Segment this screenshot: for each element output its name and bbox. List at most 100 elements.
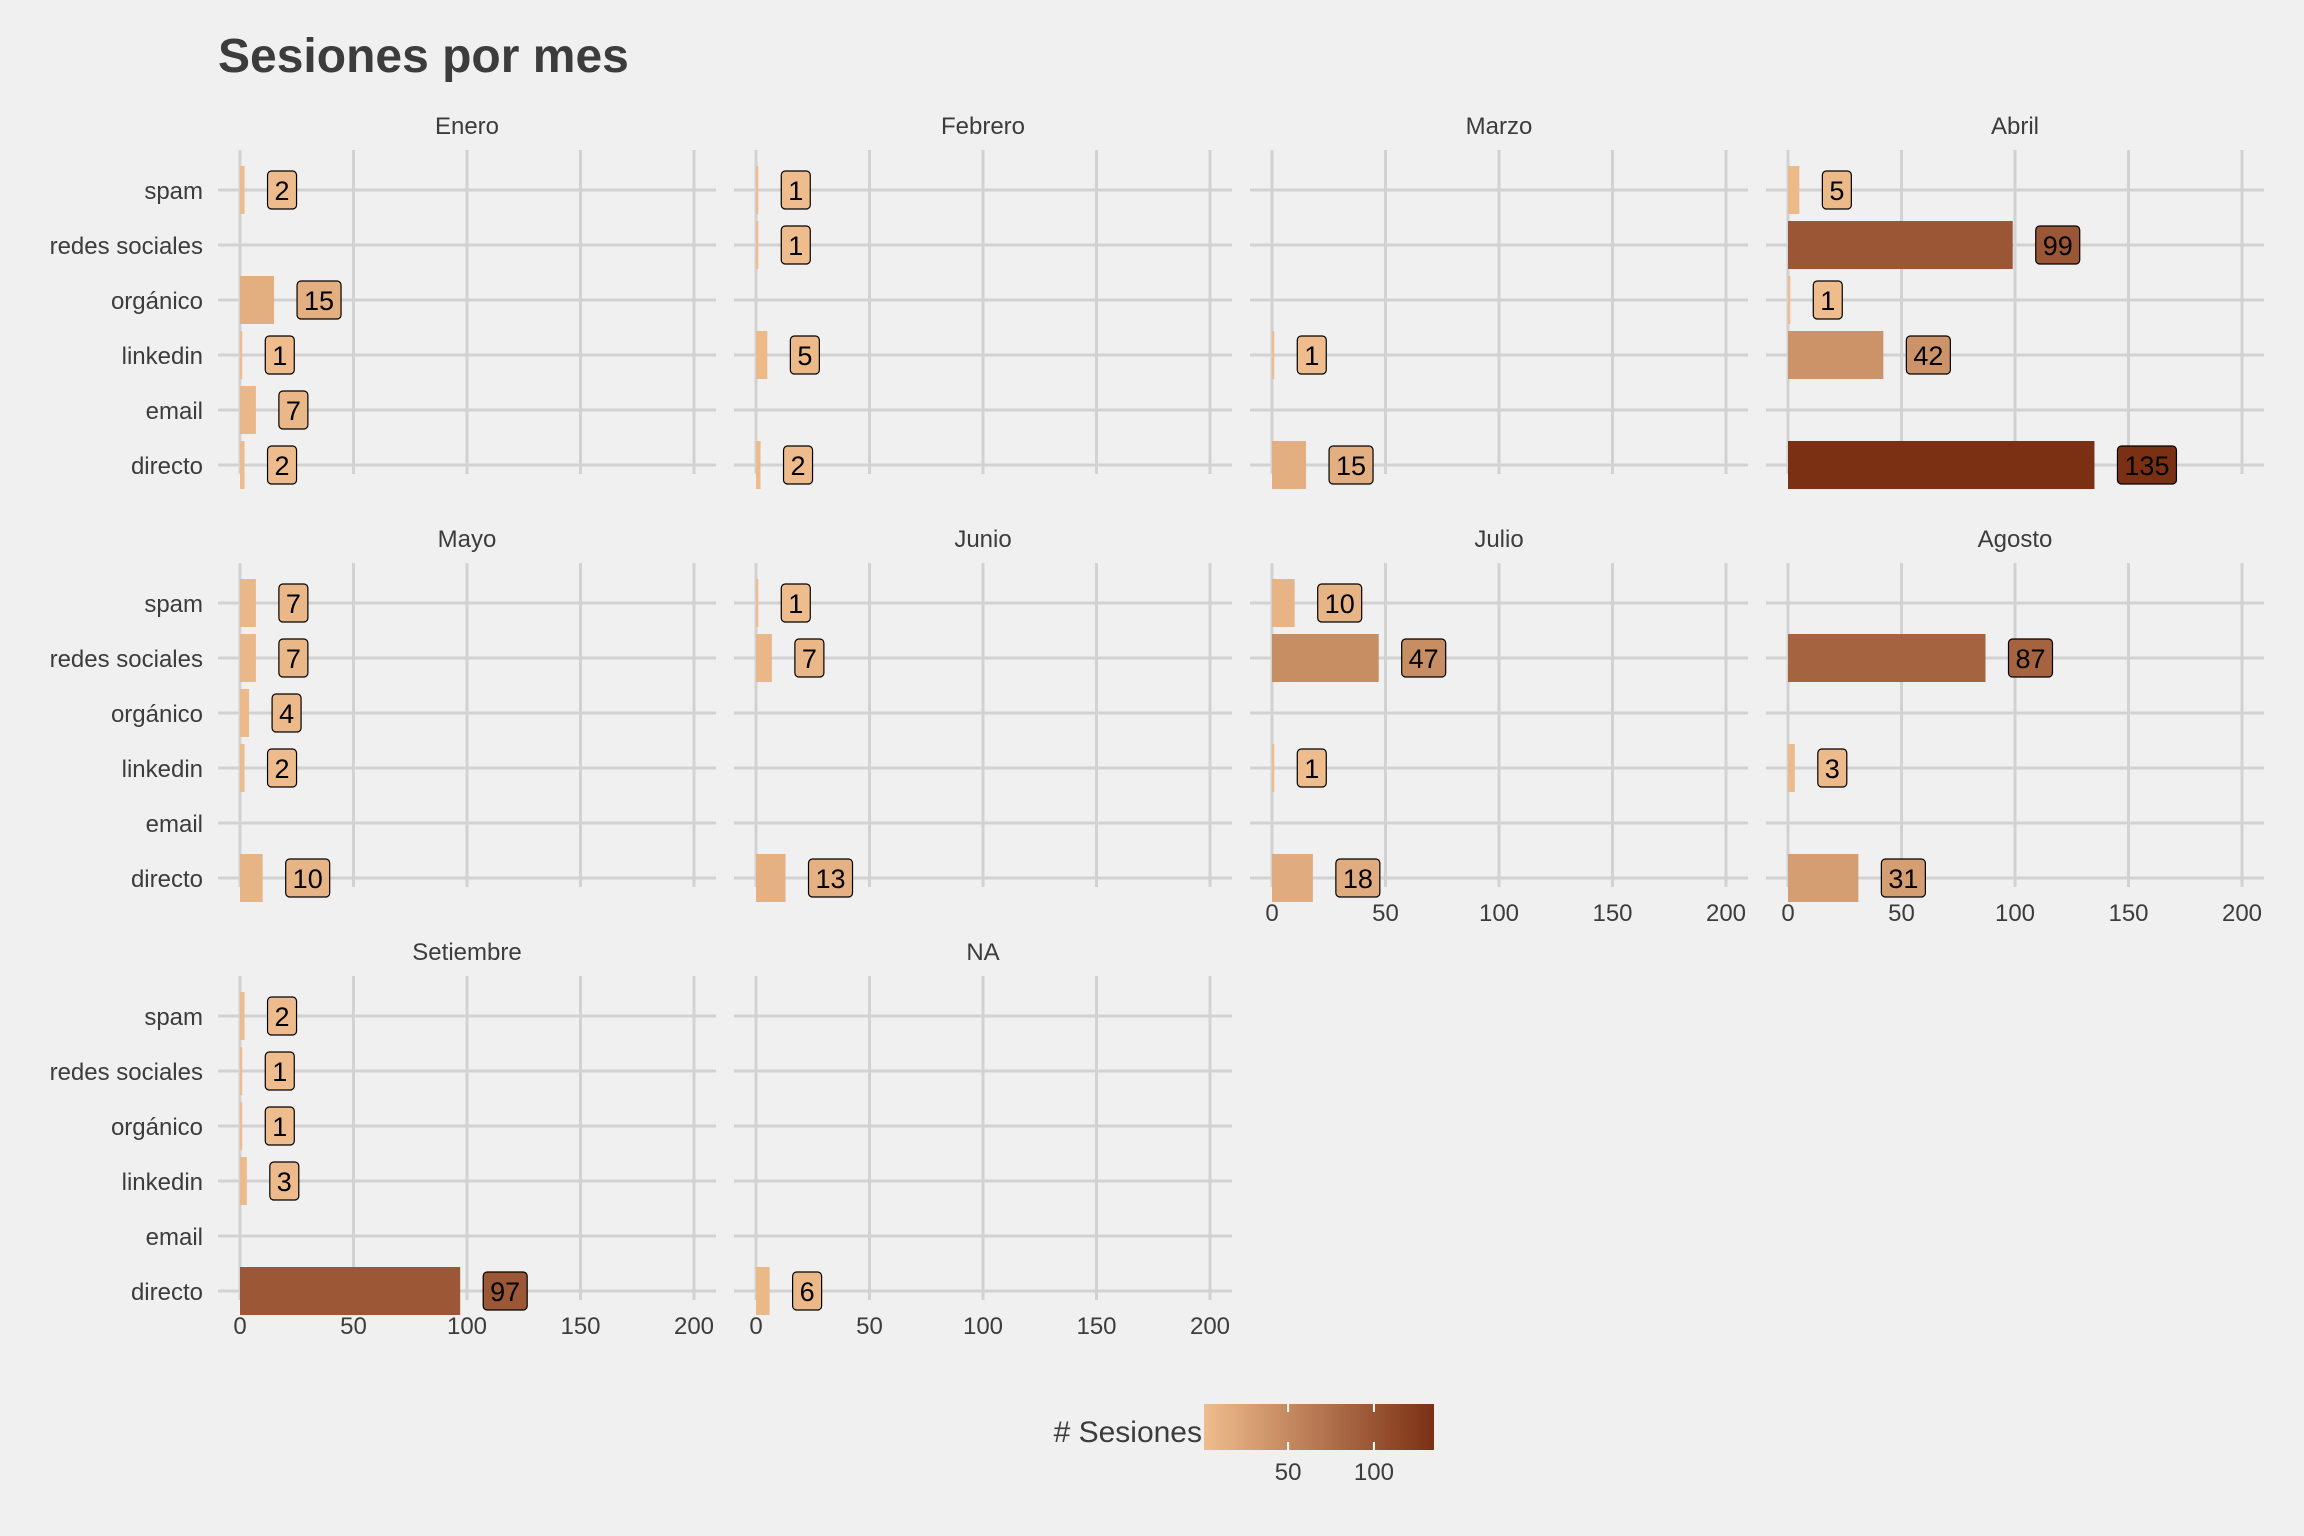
color-legend: # Sesiones 50 100: [1054, 1404, 1434, 1486]
data-label-box: [1296, 335, 1327, 375]
category-tick-label: spam: [144, 1004, 203, 1031]
bar-linkedin: [1272, 331, 1275, 379]
facet-strip-label: Marzo: [1466, 113, 1533, 140]
data-label-box: [1401, 638, 1447, 678]
data-label: 15: [304, 286, 334, 316]
x-tick-label: 200: [2222, 900, 2262, 927]
data-label: 4: [279, 699, 294, 729]
bar-spam: [1272, 579, 1295, 627]
x-tick-label: 50: [340, 1313, 367, 1340]
legend-title: # Sesiones: [1054, 1416, 1202, 1449]
data-label-box: [266, 748, 298, 788]
category-tick-label: orgánico: [111, 701, 203, 728]
bar-spam: [240, 166, 245, 214]
bar-orgánico: [240, 1102, 243, 1150]
x-tick-label: 0: [749, 1313, 762, 1340]
bar-directo: [240, 441, 245, 489]
bar-linkedin: [1272, 744, 1275, 792]
x-tick-label: 150: [2108, 900, 2148, 927]
facet-panel-na: NA 6 0 50 100 150 200: [734, 939, 1232, 1340]
facet-strip-label: Agosto: [1978, 526, 2053, 553]
data-label-box: [278, 583, 309, 623]
x-tick-label: 0: [1781, 900, 1794, 927]
category-tick-label: directo: [131, 453, 203, 480]
bar-directo: [756, 854, 786, 902]
bar-linkedin: [1788, 331, 1884, 379]
data-label: 47: [1409, 644, 1439, 674]
facet-strip-label: Abril: [1991, 113, 2039, 140]
data-label-box: [269, 1161, 300, 1201]
data-label-box: [482, 1271, 528, 1311]
legend-colorbar: [1204, 1404, 1434, 1450]
data-label: 2: [275, 451, 290, 481]
data-label-box: [278, 638, 309, 678]
facet-strip-label: NA: [966, 939, 999, 966]
category-tick-label: email: [146, 398, 203, 425]
data-label-box: [794, 638, 825, 678]
bar-directo: [756, 441, 761, 489]
data-label-box: [1317, 583, 1363, 623]
facet-panel-febrero: Febrero 1 1 5 2: [734, 113, 1232, 489]
category-tick-label: redes sociales: [50, 1059, 203, 1086]
data-label-box: [792, 1271, 823, 1311]
legend-tick-label: 100: [1354, 1459, 1394, 1486]
facet-panel-enero: Enero spam redes sociales orgánico linkedin e…: [50, 113, 716, 489]
data-label-box: [271, 693, 302, 733]
x-tick-label: 150: [1592, 900, 1632, 927]
data-label: 3: [1825, 754, 1840, 784]
data-label: 7: [286, 396, 301, 426]
facet-panel-julio: Julio 10 47 1 18 0 50 100 150 200: [1250, 526, 1748, 927]
facet-panel-abril: Abril 5 99 1 42 135: [1766, 113, 2264, 489]
facet-panel-junio: Junio 1 7 13: [734, 526, 1232, 902]
data-label: 7: [286, 589, 301, 619]
bar-linkedin: [240, 331, 243, 379]
data-label-box: [266, 445, 298, 485]
data-label-box: [1328, 445, 1374, 485]
bar-linkedin: [240, 744, 245, 792]
bar-redes-sociales: [756, 634, 772, 682]
category-tick-label: linkedin: [122, 1169, 203, 1196]
facet-strip-label: Setiembre: [412, 939, 521, 966]
data-label: 2: [275, 1002, 290, 1032]
data-label: 15: [1336, 451, 1366, 481]
data-label-box: [807, 858, 854, 898]
bar-spam: [1788, 166, 1800, 214]
x-tick-label: 50: [1888, 900, 1915, 927]
x-tick-label: 50: [1372, 900, 1399, 927]
category-tick-label: redes sociales: [50, 233, 203, 260]
data-label: 2: [275, 754, 290, 784]
data-label: 87: [2015, 644, 2045, 674]
category-tick-label: orgánico: [111, 1114, 203, 1141]
data-label-box: [1817, 748, 1848, 788]
data-label: 97: [490, 1277, 520, 1307]
facet-panel-agosto: Agosto 87 3 31 0 50 100 150 200: [1766, 526, 2264, 927]
bar-redes-sociales: [1788, 634, 1986, 682]
data-label: 2: [791, 451, 806, 481]
category-tick-label: directo: [131, 866, 203, 893]
bar-redes-sociales: [240, 634, 256, 682]
data-label: 5: [1829, 176, 1844, 206]
data-label-box: [1880, 858, 1926, 898]
bar-orgánico: [240, 276, 275, 324]
x-tick-label: 100: [1479, 900, 1519, 927]
x-tick-label: 200: [1706, 900, 1746, 927]
data-label: 1: [788, 589, 803, 619]
chart-title: Sesiones por mes: [218, 30, 629, 83]
data-label-box: [2116, 445, 2178, 485]
bar-directo: [1788, 854, 1859, 902]
data-label-box: [1812, 280, 1843, 320]
facet-strip-label: Mayo: [438, 526, 497, 553]
data-label: 1: [1304, 341, 1319, 371]
data-label-box: [780, 225, 811, 265]
bar-spam: [756, 579, 759, 627]
category-tick-label: spam: [144, 591, 203, 618]
data-label: 1: [1820, 286, 1835, 316]
bar-linkedin: [1788, 744, 1795, 792]
data-label-box: [1905, 335, 1951, 375]
bar-redes-sociales: [240, 1047, 243, 1095]
data-label: 2: [275, 176, 290, 206]
data-label-box: [266, 170, 298, 210]
data-label: 1: [272, 341, 287, 371]
data-label-box: [789, 335, 820, 375]
